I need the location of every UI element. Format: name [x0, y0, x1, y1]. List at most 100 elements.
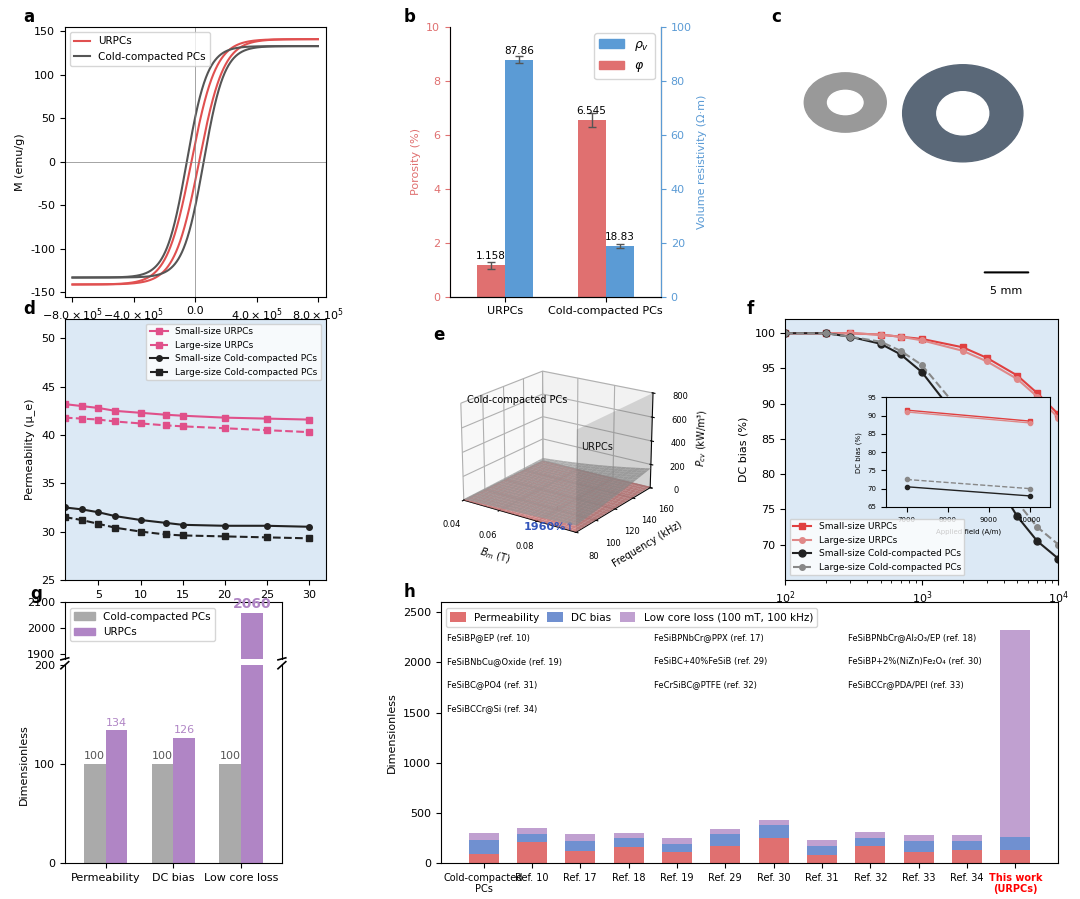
Small-size Cold-compacted PCs: [916, 367, 929, 378]
Bar: [613, 833, 644, 839]
Bar: [505, 59, 534, 297]
Bar: [1000, 837, 1030, 850]
Text: a: a: [23, 7, 35, 25]
Bar: [606, 246, 634, 297]
Small-size Cold-compacted PCs: [302, 521, 315, 532]
Text: 5 mm: 5 mm: [990, 286, 1023, 296]
Line: Large-size URPCs: Large-size URPCs: [782, 331, 1062, 421]
Large-size Cold-compacted PCs: [916, 360, 929, 370]
Text: FeSiBC+40%FeSiB (ref. 29): FeSiBC+40%FeSiB (ref. 29): [653, 657, 767, 666]
Bar: [662, 852, 692, 863]
Bar: [951, 835, 982, 841]
Large-size URPCs: [820, 328, 833, 339]
Text: 134: 134: [106, 717, 127, 727]
Text: 100: 100: [84, 752, 105, 761]
Large-size Cold-compacted PCs: [134, 526, 147, 537]
Text: b: b: [403, 7, 415, 25]
Small-size URPCs: [1030, 387, 1043, 398]
Text: 100: 100: [220, 752, 241, 761]
Y-axis label: Frequency (kHz): Frequency (kHz): [610, 520, 684, 569]
Small-size URPCs: [109, 405, 122, 416]
Legend: Small-size URPCs, Large-size URPCs, Small-size Cold-compacted PCs, Large-size Co: Small-size URPCs, Large-size URPCs, Smal…: [789, 519, 964, 575]
Bar: [951, 841, 982, 850]
Bar: [807, 855, 837, 863]
Bar: [855, 838, 886, 847]
Text: Cold-compacted PCs: Cold-compacted PCs: [467, 395, 567, 405]
Large-size URPCs: [218, 423, 231, 433]
Cold-compacted PCs: [186, 129, 199, 139]
Line: Large-size Cold-compacted PCs: Large-size Cold-compacted PCs: [62, 514, 311, 541]
Y-axis label: Porosity (%): Porosity (%): [410, 129, 420, 195]
Small-size Cold-compacted PCs: [957, 420, 970, 431]
Text: 126: 126: [174, 725, 194, 735]
Cold-compacted PCs: [305, 40, 318, 51]
Small-size Cold-compacted PCs: [981, 462, 994, 473]
Text: FeCrSiBC@PTFE (ref. 32): FeCrSiBC@PTFE (ref. 32): [653, 681, 757, 690]
Large-size Cold-compacted PCs: [92, 519, 105, 530]
Text: URPCs: URPCs: [581, 441, 612, 451]
Large-size URPCs: [76, 414, 89, 424]
Bar: [469, 833, 499, 841]
Text: c: c: [771, 7, 781, 25]
Bar: [662, 839, 692, 844]
Small-size URPCs: [159, 409, 172, 420]
X-axis label: $B_m$ (T): $B_m$ (T): [477, 545, 512, 566]
Cold-compacted PCs: [66, 272, 79, 283]
Bar: [219, 764, 241, 863]
Bar: [84, 764, 106, 863]
Large-size URPCs: [92, 414, 105, 425]
Text: FeSiBCCr@Si (ref. 34): FeSiBCCr@Si (ref. 34): [447, 704, 537, 713]
Y-axis label: M (emu/g): M (emu/g): [14, 133, 25, 191]
Ellipse shape: [805, 73, 887, 132]
Small-size URPCs: [1011, 370, 1024, 381]
Line: Large-size URPCs: Large-size URPCs: [62, 414, 311, 435]
Large-size URPCs: [109, 416, 122, 427]
URPCs: [79, 279, 92, 289]
Small-size URPCs: [76, 401, 89, 412]
Large-size Cold-compacted PCs: [109, 522, 122, 533]
Small-size URPCs: [92, 403, 105, 414]
Large-size URPCs: [874, 329, 887, 340]
Text: d: d: [23, 300, 35, 318]
Y-axis label: Volume resistivity (Ω·m): Volume resistivity (Ω·m): [698, 94, 707, 229]
URPCs: [305, 34, 318, 45]
Small-size Cold-compacted PCs: [176, 520, 189, 530]
Large-size Cold-compacted PCs: [820, 328, 833, 339]
Legend: $\rho_v$, $\varphi$: $\rho_v$, $\varphi$: [594, 33, 654, 79]
Text: FeSiBC@PO4 (ref. 31): FeSiBC@PO4 (ref. 31): [447, 681, 537, 690]
Text: 1.158: 1.158: [476, 252, 507, 262]
Large-size URPCs: [302, 427, 315, 438]
Text: 1960%↑: 1960%↑: [524, 521, 576, 531]
Small-size Cold-compacted PCs: [1030, 536, 1043, 547]
X-axis label: Applied field (A/m): Applied field (A/m): [869, 611, 974, 622]
Large-size Cold-compacted PCs: [957, 409, 970, 420]
Bar: [151, 764, 174, 863]
Bar: [517, 828, 546, 834]
Large-size URPCs: [843, 328, 856, 339]
Text: FeSiBP+2%(NiZn)Fe₂O₄ (ref. 30): FeSiBP+2%(NiZn)Fe₂O₄ (ref. 30): [848, 657, 982, 666]
URPCs: [179, 186, 192, 197]
Small-size Cold-compacted PCs: [843, 332, 856, 343]
Small-size Cold-compacted PCs: [109, 511, 122, 521]
Small-size URPCs: [957, 342, 970, 352]
Large-size URPCs: [1011, 374, 1024, 385]
Large-size URPCs: [779, 328, 792, 339]
URPCs: [66, 279, 79, 289]
Small-size Cold-compacted PCs: [260, 521, 273, 531]
URPCs: [305, 34, 318, 45]
Legend: Small-size URPCs, Large-size URPCs, Small-size Cold-compacted PCs, Large-size Co: Small-size URPCs, Large-size URPCs, Smal…: [147, 324, 321, 380]
URPCs: [259, 34, 272, 45]
Text: FeSiBPNbCr@PPX (ref. 17): FeSiBPNbCr@PPX (ref. 17): [653, 634, 764, 643]
Text: 87.86: 87.86: [504, 46, 535, 56]
Small-size Cold-compacted PCs: [159, 518, 172, 529]
Cold-compacted PCs: [79, 272, 92, 283]
Large-size Cold-compacted PCs: [874, 336, 887, 347]
Large-size Cold-compacted PCs: [981, 448, 994, 458]
Bar: [106, 731, 127, 863]
Bar: [662, 844, 692, 852]
Large-size Cold-compacted PCs: [779, 328, 792, 339]
Large-size URPCs: [916, 335, 929, 346]
Large-size Cold-compacted PCs: [894, 345, 907, 356]
Bar: [1000, 630, 1030, 837]
Text: FeSiBCCr@PDA/PEI (ref. 33): FeSiBCCr@PDA/PEI (ref. 33): [848, 681, 964, 690]
